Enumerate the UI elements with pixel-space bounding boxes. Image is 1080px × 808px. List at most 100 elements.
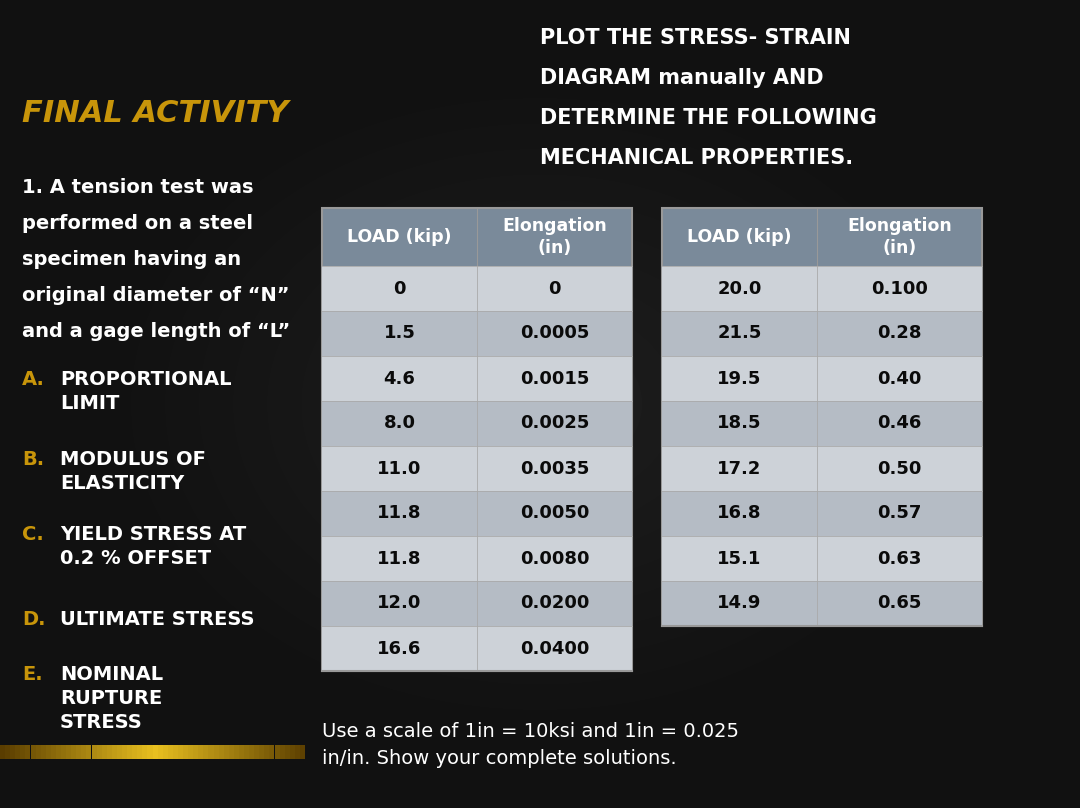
Text: 8.0: 8.0: [383, 415, 416, 432]
Bar: [322, 208, 632, 266]
Bar: [152, 745, 158, 759]
Bar: [662, 446, 982, 491]
Bar: [274, 745, 280, 759]
Text: E.: E.: [22, 665, 42, 684]
Text: LOAD (kip): LOAD (kip): [687, 228, 792, 246]
Text: 0.0400: 0.0400: [519, 639, 590, 658]
Bar: [188, 745, 193, 759]
Text: 17.2: 17.2: [717, 460, 761, 478]
Bar: [178, 745, 183, 759]
Bar: [662, 491, 982, 536]
Bar: [10, 745, 15, 759]
Text: 0: 0: [393, 280, 406, 297]
Text: MECHANICAL PROPERTIES.: MECHANICAL PROPERTIES.: [540, 148, 853, 168]
Text: DETERMINE THE FOLLOWING: DETERMINE THE FOLLOWING: [540, 108, 877, 128]
Bar: [254, 745, 259, 759]
Text: 4.6: 4.6: [383, 369, 416, 388]
Bar: [132, 745, 137, 759]
Text: 1. A tension test was: 1. A tension test was: [22, 178, 254, 197]
Bar: [289, 745, 295, 759]
Bar: [662, 208, 982, 626]
Bar: [163, 745, 167, 759]
Bar: [193, 745, 199, 759]
Bar: [117, 745, 122, 759]
Text: 0.0200: 0.0200: [519, 595, 590, 612]
Bar: [662, 356, 982, 401]
Text: 16.8: 16.8: [717, 504, 761, 523]
Text: 0: 0: [549, 280, 561, 297]
Text: 15.1: 15.1: [717, 549, 761, 567]
Text: 0.28: 0.28: [877, 325, 921, 343]
Text: and a gage length of “L”: and a gage length of “L”: [22, 322, 291, 341]
Bar: [322, 581, 632, 626]
Text: 0.50: 0.50: [877, 460, 921, 478]
Bar: [112, 745, 117, 759]
Bar: [137, 745, 143, 759]
Bar: [239, 745, 244, 759]
Text: 21.5: 21.5: [717, 325, 761, 343]
Bar: [203, 745, 208, 759]
Text: 0.0025: 0.0025: [519, 415, 590, 432]
Text: 1.5: 1.5: [383, 325, 416, 343]
Bar: [280, 745, 285, 759]
Bar: [218, 745, 224, 759]
Bar: [102, 745, 107, 759]
Text: ULTIMATE STRESS: ULTIMATE STRESS: [60, 610, 255, 629]
Bar: [71, 745, 77, 759]
Bar: [81, 745, 86, 759]
Bar: [322, 491, 632, 536]
Bar: [322, 626, 632, 671]
Text: LOAD (kip): LOAD (kip): [348, 228, 451, 246]
Bar: [21, 745, 26, 759]
Text: 20.0: 20.0: [717, 280, 761, 297]
Text: 11.8: 11.8: [377, 504, 422, 523]
Bar: [143, 745, 147, 759]
Bar: [147, 745, 152, 759]
Text: 14.9: 14.9: [717, 595, 761, 612]
Bar: [41, 745, 45, 759]
Bar: [300, 745, 305, 759]
Text: performed on a steel: performed on a steel: [22, 214, 253, 233]
Text: NOMINAL
RUPTURE
STRESS: NOMINAL RUPTURE STRESS: [60, 665, 163, 733]
Text: 0.0050: 0.0050: [519, 504, 590, 523]
Bar: [5, 745, 10, 759]
Bar: [107, 745, 112, 759]
Bar: [224, 745, 229, 759]
Text: 0.46: 0.46: [877, 415, 921, 432]
Bar: [662, 536, 982, 581]
Text: PLOT THE STRESS- STRAIN: PLOT THE STRESS- STRAIN: [540, 28, 851, 48]
Bar: [285, 745, 289, 759]
Bar: [208, 745, 214, 759]
Bar: [173, 745, 178, 759]
Bar: [662, 311, 982, 356]
Bar: [167, 745, 173, 759]
Text: DIAGRAM manually AND: DIAGRAM manually AND: [540, 68, 824, 88]
Bar: [322, 401, 632, 446]
Bar: [269, 745, 274, 759]
Bar: [322, 536, 632, 581]
Bar: [60, 745, 66, 759]
Text: B.: B.: [22, 450, 44, 469]
Text: 0.0080: 0.0080: [519, 549, 590, 567]
Bar: [234, 745, 239, 759]
Bar: [92, 745, 96, 759]
Bar: [77, 745, 81, 759]
Bar: [244, 745, 249, 759]
Bar: [662, 266, 982, 311]
Bar: [322, 311, 632, 356]
Text: PROPORTIONAL
LIMIT: PROPORTIONAL LIMIT: [60, 370, 231, 413]
Bar: [183, 745, 188, 759]
Bar: [0, 745, 5, 759]
Bar: [51, 745, 56, 759]
Bar: [86, 745, 92, 759]
Bar: [322, 208, 632, 671]
Bar: [15, 745, 21, 759]
Bar: [295, 745, 300, 759]
Bar: [96, 745, 102, 759]
Bar: [322, 446, 632, 491]
Text: D.: D.: [22, 610, 45, 629]
Text: 0.100: 0.100: [872, 280, 928, 297]
Text: YIELD STRESS AT
0.2 % OFFSET: YIELD STRESS AT 0.2 % OFFSET: [60, 525, 246, 568]
Text: Elongation
(in): Elongation (in): [502, 217, 607, 257]
Text: 19.5: 19.5: [717, 369, 761, 388]
